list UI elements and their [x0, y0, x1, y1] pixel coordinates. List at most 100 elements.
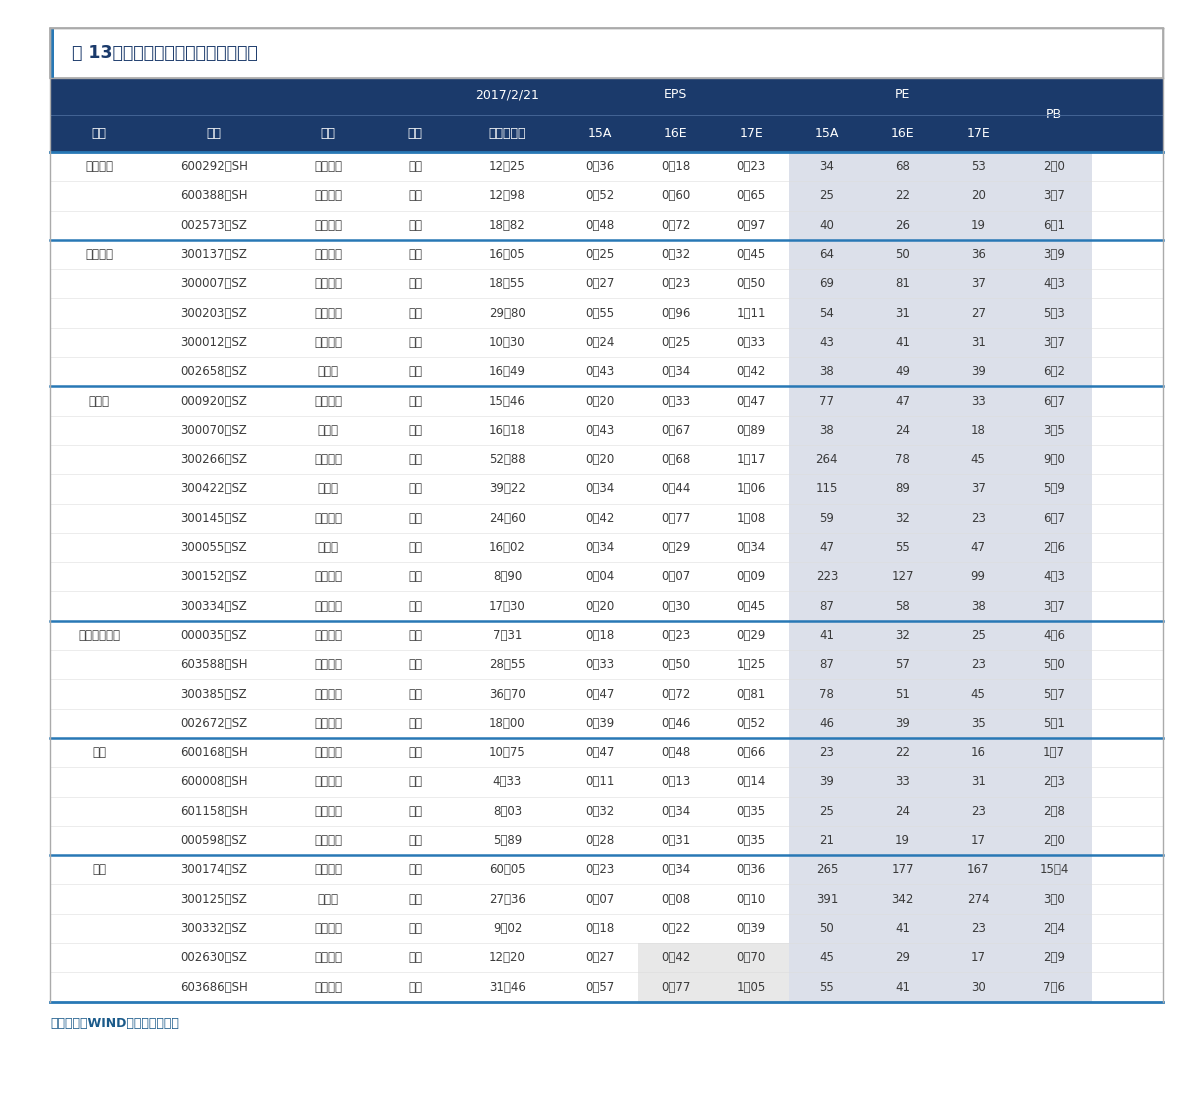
Text: 买入: 买入	[409, 395, 422, 408]
Text: 15A: 15A	[587, 127, 612, 140]
Text: 8．90: 8．90	[493, 570, 522, 584]
Text: 0．72: 0．72	[661, 688, 691, 701]
Text: 60．05: 60．05	[490, 863, 525, 877]
Text: 1．05: 1．05	[736, 981, 766, 994]
Bar	[788, 504, 1092, 533]
Text: 81: 81	[896, 278, 910, 291]
Bar	[50, 328, 1162, 358]
Text: 最新收盘价: 最新收盘价	[488, 127, 526, 140]
Text: 元力股份: 元力股份	[314, 863, 342, 877]
Text: 300125．SZ: 300125．SZ	[180, 893, 247, 906]
Text: 58: 58	[896, 600, 910, 612]
Text: 汉威电子: 汉威电子	[314, 278, 342, 291]
Text: 24．60: 24．60	[490, 511, 526, 524]
Text: 0．36: 0．36	[736, 863, 766, 877]
Bar	[50, 181, 1162, 211]
Text: 7．6: 7．6	[1043, 981, 1065, 994]
Text: 0．23: 0．23	[736, 160, 766, 173]
Text: 177: 177	[891, 863, 913, 877]
Text: 41: 41	[896, 921, 910, 935]
Text: 0．81: 0．81	[736, 688, 766, 701]
Text: 6．7: 6．7	[1043, 511, 1065, 524]
Text: 41: 41	[896, 981, 910, 994]
Text: 1．25: 1．25	[736, 658, 766, 671]
Text: 0．32: 0．32	[661, 248, 690, 261]
Text: 29: 29	[896, 951, 910, 964]
Bar	[788, 621, 1092, 651]
Text: 其他: 其他	[92, 863, 106, 877]
Text: 16．02: 16．02	[490, 541, 526, 554]
Bar	[50, 533, 1162, 562]
Text: 39: 39	[971, 365, 986, 378]
Text: 22: 22	[896, 190, 910, 203]
Bar	[50, 474, 1162, 504]
Text: 高能环境: 高能环境	[314, 658, 342, 671]
Text: 5．89: 5．89	[493, 834, 522, 847]
Bar	[788, 533, 1092, 562]
Text: 50: 50	[896, 248, 910, 261]
Text: 0．97: 0．97	[736, 218, 766, 231]
Text: 55: 55	[819, 981, 834, 994]
Text: 天壕环境: 天壕环境	[314, 921, 342, 935]
Bar	[50, 386, 1162, 416]
Text: 32: 32	[896, 629, 910, 642]
Text: 代码: 代码	[206, 127, 222, 140]
Text: 0．24: 0．24	[585, 336, 615, 349]
Bar	[50, 767, 1162, 796]
Text: 2．8: 2．8	[1043, 805, 1065, 817]
Text: 33: 33	[896, 776, 910, 789]
Bar	[50, 211, 1162, 240]
Text: 买入: 买入	[409, 629, 422, 642]
Bar	[50, 679, 1162, 709]
Bar	[50, 29, 1162, 78]
Bar	[788, 856, 1092, 884]
Text: 3．5: 3．5	[1043, 423, 1065, 437]
Text: 300145．SZ: 300145．SZ	[180, 511, 247, 524]
Text: 0．65: 0．65	[736, 190, 766, 203]
Text: 0．31: 0．31	[661, 834, 690, 847]
Text: 34: 34	[819, 160, 835, 173]
Bar	[637, 943, 713, 972]
Bar	[788, 972, 1092, 1002]
Text: 增持: 增持	[409, 190, 422, 203]
Text: 0．27: 0．27	[585, 951, 615, 964]
Text: 5．3: 5．3	[1043, 307, 1065, 319]
Text: 17E: 17E	[740, 127, 763, 140]
Text: 0．09: 0．09	[736, 570, 766, 584]
Text: 0．34: 0．34	[661, 365, 690, 378]
Bar	[50, 796, 1162, 826]
Text: 54: 54	[819, 307, 835, 319]
Bar	[50, 621, 1162, 651]
Text: 69: 69	[819, 278, 835, 291]
Bar	[788, 181, 1092, 211]
Text: 23: 23	[971, 805, 986, 817]
Text: 0．18: 0．18	[585, 629, 615, 642]
Text: 18．00: 18．00	[490, 716, 525, 730]
Text: 17: 17	[971, 951, 986, 964]
Text: 增持: 增持	[409, 746, 422, 759]
Text: 18．82: 18．82	[490, 218, 525, 231]
Text: 水处理: 水处理	[88, 395, 110, 408]
Text: 0．50: 0．50	[736, 278, 766, 291]
Text: 0．67: 0．67	[661, 423, 691, 437]
Bar	[788, 943, 1092, 972]
Text: 33: 33	[971, 395, 986, 408]
Text: 0．34: 0．34	[585, 483, 615, 496]
Text: 31: 31	[896, 307, 910, 319]
Bar	[788, 416, 1092, 445]
Text: 19: 19	[896, 834, 910, 847]
Text: 武汉控股: 武汉控股	[314, 746, 342, 759]
Text: 5．9: 5．9	[1043, 483, 1065, 496]
Text: 0．29: 0．29	[661, 541, 691, 554]
Text: 52．88: 52．88	[490, 453, 525, 466]
Bar	[50, 445, 1162, 474]
Bar	[50, 943, 1162, 972]
Text: 中金环境: 中金环境	[314, 511, 342, 524]
Text: 15．4: 15．4	[1040, 863, 1068, 877]
Text: 0．20: 0．20	[585, 600, 615, 612]
Text: 43: 43	[819, 336, 835, 349]
Text: 39: 39	[896, 716, 910, 730]
Text: 2．3: 2．3	[1043, 776, 1065, 789]
Text: 5．7: 5．7	[1043, 688, 1065, 701]
Text: 0．11: 0．11	[585, 776, 615, 789]
